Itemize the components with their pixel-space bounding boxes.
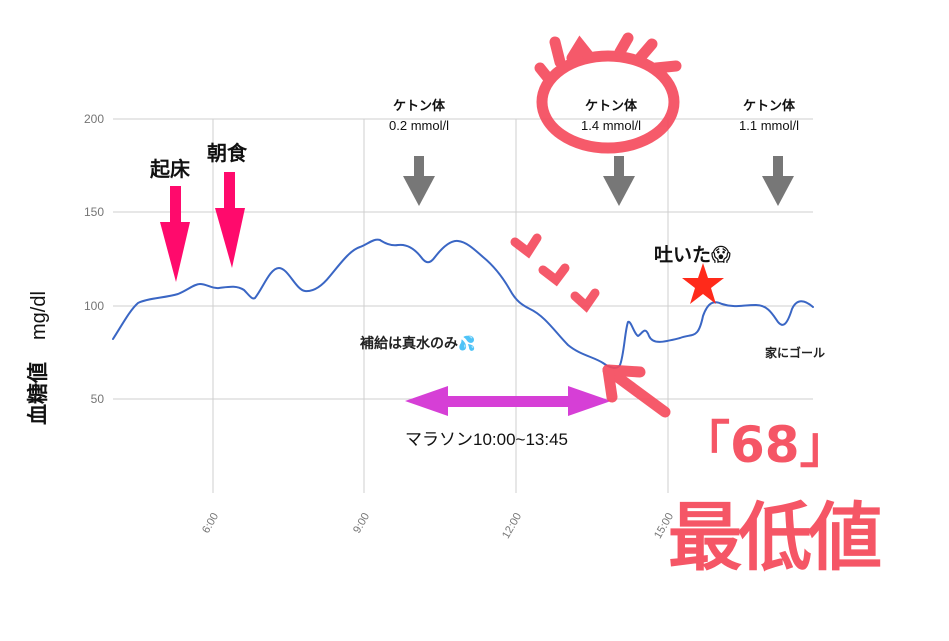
wakeup-label: 起床	[150, 159, 190, 181]
y-axis-unit: mg/dl	[28, 291, 50, 340]
pink-arrow-wakeup	[160, 186, 190, 282]
scribble-circle	[534, 32, 682, 154]
gray-arrow-ketone-1	[403, 156, 435, 206]
goal-home-label: 家にゴール	[765, 346, 826, 360]
scribble-arrow-to-low	[602, 364, 671, 418]
y-tick-100: 100	[83, 299, 104, 313]
ketone-label-1: ケトン体 0.2 mmol/l	[364, 96, 474, 136]
y-axis-title-text: 血糖値	[27, 362, 50, 425]
ketone-value-1: 0.2 mmol/l	[389, 118, 449, 133]
y-tick-200: 200	[83, 112, 104, 126]
vomited-label: 吐いた😱	[654, 245, 731, 266]
ketone-title-2: ケトン体	[584, 98, 637, 113]
vomit-star-icon	[682, 263, 724, 304]
water-only-note: 補給は真水のみ💦	[360, 335, 476, 351]
ketone-label-2: ケトン体 1.4 mmol/l	[556, 96, 666, 136]
lowest-value-scribble: 「68」	[680, 416, 850, 474]
lowest-label-scribble: 最低値	[668, 495, 882, 581]
ketone-value-2: 1.4 mmol/l	[581, 118, 641, 133]
scribble-chevrons	[510, 233, 600, 313]
breakfast-label: 朝食	[207, 143, 247, 165]
gray-arrow-ketone-3	[762, 156, 794, 206]
v-gridlines	[212, 119, 669, 493]
marathon-range-arrow	[405, 386, 611, 416]
y-tick-150: 150	[83, 205, 104, 219]
marathon-label: マラソン10:00~13:45	[405, 430, 569, 449]
y-tick-50: 50	[90, 392, 104, 406]
ketone-value-3: 1.1 mmol/l	[739, 118, 799, 133]
ketone-title-1: ケトン体	[392, 98, 445, 113]
pink-arrow-breakfast	[215, 172, 245, 268]
ketone-label-3: ケトン体 1.1 mmol/l	[714, 96, 824, 136]
y-axis-title: 血糖値 mg/dl	[22, 291, 52, 425]
ketone-title-3: ケトン体	[742, 98, 795, 113]
glucose-line	[112, 238, 814, 369]
gray-arrow-ketone-2	[603, 156, 635, 206]
